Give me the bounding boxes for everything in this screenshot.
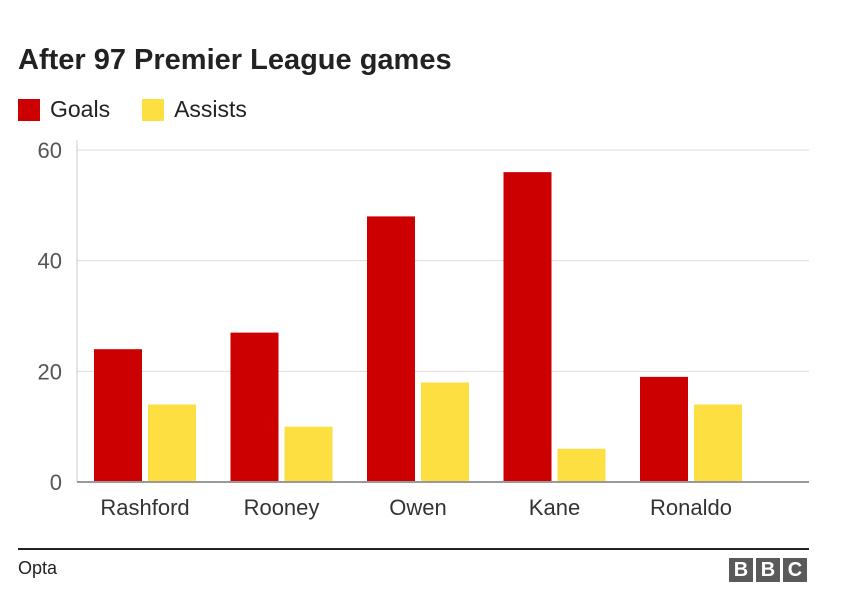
x-tick-label: Owen [389, 495, 446, 520]
bbc-logo-letter: C [783, 558, 807, 582]
y-tick-label: 40 [38, 249, 62, 274]
source-label: Opta [18, 558, 58, 578]
legend-label-assists: Assists [174, 96, 247, 122]
bbc-logo-letter: B [756, 558, 780, 582]
bar-assists-ronaldo [694, 404, 742, 482]
x-tick-label: Rooney [244, 495, 320, 520]
bbc-logo: B B C [729, 558, 807, 582]
bar-assists-kane [557, 448, 606, 482]
chart-title: After 97 Premier League games [18, 44, 452, 76]
bar-goals-rooney [230, 332, 279, 482]
legend-swatch-assists [142, 98, 165, 121]
footer-divider [18, 548, 809, 550]
y-tick-label: 0 [50, 470, 62, 495]
legend-label-goals: Goals [50, 96, 111, 122]
bar-assists-rashford [148, 404, 196, 482]
bar-goals-owen [367, 216, 415, 482]
x-tick-label: Kane [529, 495, 580, 520]
bar-goals-kane [503, 172, 552, 482]
legend-item-assists: Assists [142, 96, 247, 123]
bbc-logo-letter: B [729, 558, 753, 582]
x-tick-label: Ronaldo [650, 495, 732, 520]
legend: Goals Assists [18, 96, 279, 123]
y-tick-label: 20 [38, 359, 62, 384]
y-tick-label: 60 [38, 138, 62, 163]
bar-goals-ronaldo [640, 376, 688, 482]
x-tick-label: Rashford [100, 495, 189, 520]
bar-goals-rashford [94, 349, 142, 482]
bar-assists-rooney [284, 426, 333, 482]
legend-swatch-goals [18, 98, 40, 121]
legend-item-goals: Goals [18, 96, 110, 123]
bar-assists-owen [421, 382, 469, 482]
